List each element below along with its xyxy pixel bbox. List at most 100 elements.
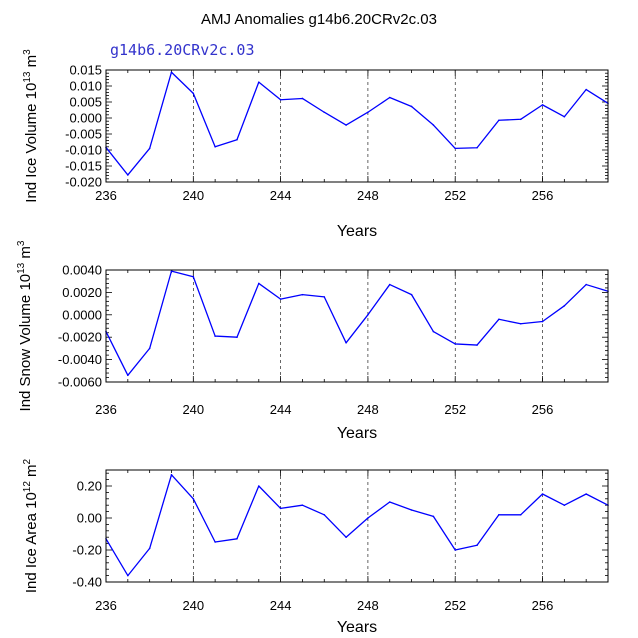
data-point [192, 92, 195, 95]
y-tick-label: 0.0000 [62, 307, 102, 322]
plot-frame [105, 469, 609, 583]
y-tick-label: -0.20 [72, 543, 102, 558]
y-tick-label: 0.000 [69, 111, 102, 126]
x-tick-label: 252 [444, 402, 466, 417]
data-point [519, 322, 522, 325]
data-point [585, 493, 587, 495]
x-tick-label: 240 [182, 188, 204, 203]
data-point [170, 71, 173, 74]
data-point [236, 538, 238, 540]
data-point [257, 485, 260, 487]
x-tick-label: 240 [182, 402, 204, 417]
x-tick-label: 256 [532, 188, 554, 203]
data-point [345, 124, 347, 126]
x-tick-label: 244 [270, 402, 292, 417]
x-tick-label: 256 [532, 598, 554, 613]
series-line [105, 270, 609, 376]
y-tick-label: 0.0040 [62, 263, 102, 278]
data-point [257, 81, 260, 83]
y-tick-label: 0.20 [77, 479, 102, 494]
y-axis-label: Ind Snow Volume 1013 m3 [16, 240, 34, 411]
x-tick-label: 252 [444, 598, 466, 613]
figure-title: AMJ Anomalies g14b6.20CRv2c.03 [201, 11, 437, 28]
data-point [257, 282, 260, 285]
y-tick-label: 0.015 [69, 63, 102, 78]
y-tick-label: -0.40 [72, 575, 102, 590]
plot-frame [105, 69, 609, 183]
y-tick-label: -0.020 [65, 175, 102, 190]
data-point [454, 343, 457, 345]
data-point [367, 517, 369, 519]
x-tick-label: 248 [357, 402, 379, 417]
data-point [410, 509, 413, 511]
data-point [236, 336, 238, 339]
series-line [105, 71, 609, 176]
y-tick-label: 0.005 [69, 95, 102, 110]
data-point [127, 374, 129, 377]
x-tick-label: 256 [532, 402, 554, 417]
data-point [148, 347, 151, 350]
data-point [585, 88, 587, 91]
x-tick-label: 252 [444, 188, 466, 203]
data-point [170, 474, 173, 476]
y-tick-label: -0.005 [65, 127, 102, 142]
data-point [519, 118, 522, 121]
data-point [541, 320, 544, 323]
data-point [127, 574, 129, 577]
y-axis-label: Ind Ice Volume 1013 m3 [22, 49, 40, 203]
y-tick-label: -0.0060 [58, 375, 102, 390]
data-point [367, 111, 369, 114]
data-point [127, 174, 129, 176]
x-tick-label: 248 [357, 598, 379, 613]
x-axis-label: Years [337, 425, 377, 442]
data-point [323, 514, 326, 516]
x-tick-label: 236 [95, 598, 117, 613]
run-label: g14b6.20CRv2c.03 [110, 41, 255, 59]
data-point [323, 111, 326, 114]
data-point [454, 549, 457, 551]
y-tick-label: 0.0020 [62, 285, 102, 300]
y-tick-label: -0.0020 [58, 330, 102, 345]
x-axis-label: Years [337, 619, 377, 636]
data-point [345, 342, 347, 344]
x-tick-label: 236 [95, 188, 117, 203]
data-point [541, 104, 544, 106]
data-point [388, 283, 391, 286]
x-tick-label: 244 [270, 188, 292, 203]
data-point [323, 296, 326, 298]
data-point [148, 547, 151, 550]
data-point [214, 146, 216, 148]
data-point [498, 514, 500, 516]
panel-ice-volume: 0.0150.0100.0050.000-0.005-0.010-0.015-0… [22, 49, 609, 240]
data-point [541, 493, 544, 495]
data-point [192, 498, 195, 500]
data-point [214, 541, 216, 543]
data-point [345, 536, 347, 538]
x-tick-label: 244 [270, 598, 292, 613]
data-point [563, 504, 566, 507]
data-point [170, 270, 173, 272]
data-point [301, 293, 304, 296]
data-point [148, 147, 151, 150]
data-point [498, 119, 500, 122]
x-tick-label: 240 [182, 598, 204, 613]
data-point [563, 115, 566, 118]
data-point [279, 507, 282, 510]
y-tick-label: 0.010 [69, 79, 102, 94]
y-tick-label: 0.00 [77, 511, 102, 526]
x-axis-label: Years [337, 223, 377, 240]
x-tick-label: 236 [95, 402, 117, 417]
data-point [301, 504, 304, 507]
panel-snow-volume: 0.0040 0.0020 0.0000 -0.0020 -0.0040 -0.0060 2… [16, 240, 609, 442]
data-point [498, 318, 500, 321]
panel-ice-area: 0.20 0.00 -0.20 -0.40 236 240 244 248 252 256 Year… [22, 458, 609, 636]
y-tick-label: -0.010 [65, 143, 102, 158]
data-point [585, 283, 587, 286]
data-point [476, 344, 478, 346]
y-tick-label: -0.015 [65, 159, 102, 174]
series-line [105, 474, 609, 577]
data-point [476, 146, 478, 149]
data-point [388, 501, 391, 503]
data-point [367, 314, 369, 316]
